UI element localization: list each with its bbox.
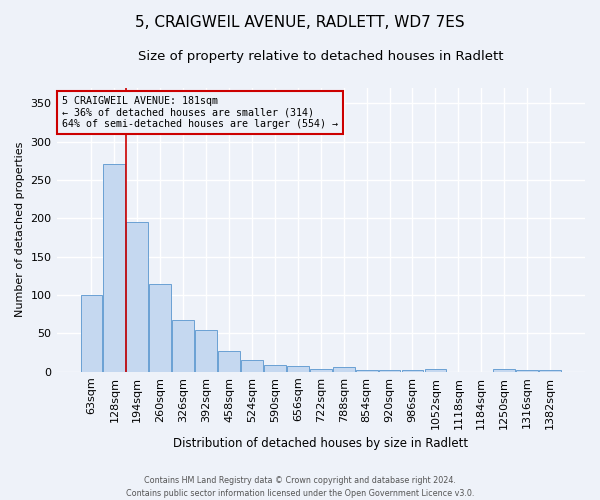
Title: Size of property relative to detached houses in Radlett: Size of property relative to detached ho… [138,50,503,63]
Text: 5 CRAIGWEIL AVENUE: 181sqm
← 36% of detached houses are smaller (314)
64% of sem: 5 CRAIGWEIL AVENUE: 181sqm ← 36% of deta… [62,96,338,130]
Bar [127,222,148,372]
Bar [539,370,561,372]
Bar [379,370,400,372]
Bar [493,368,515,372]
Bar [401,370,424,372]
Bar [333,367,355,372]
Bar [516,370,538,372]
Bar [425,368,446,372]
Bar [310,368,332,372]
X-axis label: Distribution of detached houses by size in Radlett: Distribution of detached houses by size … [173,437,469,450]
Bar [218,351,240,372]
Bar [149,284,171,372]
Bar [287,366,309,372]
Y-axis label: Number of detached properties: Number of detached properties [15,142,25,318]
Bar [80,295,103,372]
Bar [356,370,377,372]
Text: Contains HM Land Registry data © Crown copyright and database right 2024.
Contai: Contains HM Land Registry data © Crown c… [126,476,474,498]
Bar [195,330,217,372]
Bar [103,164,125,372]
Bar [172,320,194,372]
Bar [241,360,263,372]
Text: 5, CRAIGWEIL AVENUE, RADLETT, WD7 7ES: 5, CRAIGWEIL AVENUE, RADLETT, WD7 7ES [135,15,465,30]
Bar [264,365,286,372]
